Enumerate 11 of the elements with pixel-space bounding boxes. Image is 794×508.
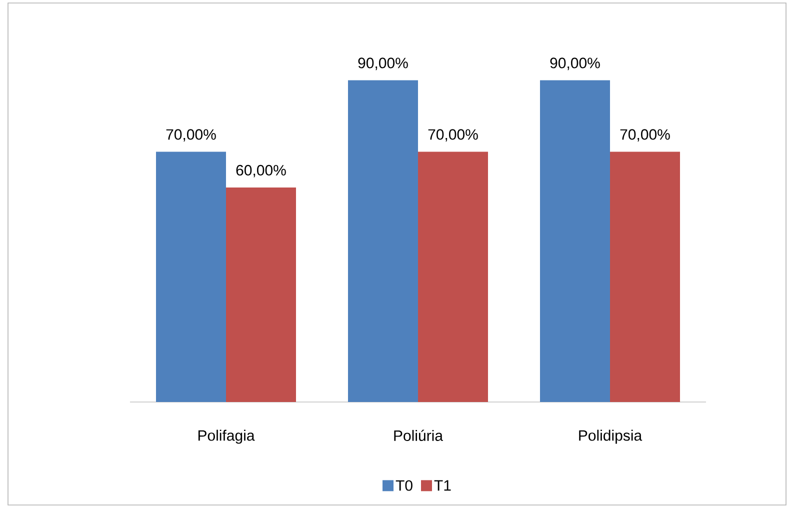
data-label: 90,00%	[550, 58, 600, 70]
data-label: 70,00%	[428, 129, 478, 142]
data-label: 90,00%	[358, 58, 408, 70]
data-label: 70,00%	[620, 129, 670, 142]
x-tick-label: Polidipsia	[579, 430, 642, 444]
legend-label: T0	[396, 480, 412, 491]
data-label: 60,00%	[236, 164, 286, 178]
legend-label: T1	[434, 480, 451, 491]
x-tick-label: Poliúria	[394, 430, 444, 441]
data-label: 70,00%	[166, 129, 216, 142]
x-tick-label: Polifagia	[198, 430, 255, 444]
